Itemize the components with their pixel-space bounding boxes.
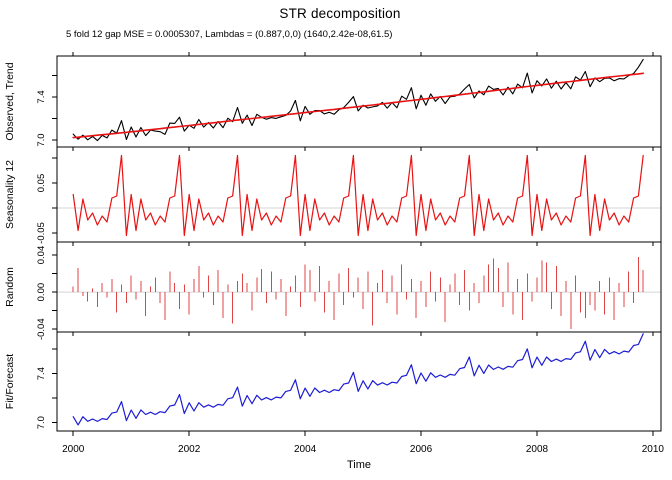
y-tick-label: -0.05 <box>36 222 47 244</box>
chart-subtitle: 5 fold 12 gap MSE = 0.0005307, Lambdas =… <box>66 29 393 40</box>
y-tick-label: 7.4 <box>36 367 47 380</box>
observed-series-line <box>72 58 644 142</box>
y-tick-label: -0.04 <box>36 318 47 340</box>
fit-series-line <box>72 333 644 426</box>
y-tick-label: 7.0 <box>36 416 47 429</box>
y-tick-label: 0.04 <box>36 246 47 265</box>
x-axis: 2000 2002 2004 2006 2008 2010 <box>62 431 664 455</box>
panel-fit_forecast: 7.0 7.4 Fit/Forecast <box>4 331 662 432</box>
panel-frame <box>56 331 662 432</box>
y-axis-title-random: Random <box>4 267 16 307</box>
x-tick-label: 2000 <box>62 444 85 455</box>
x-tick-label: 2010 <box>642 444 665 455</box>
seasonal-series-line <box>72 154 644 237</box>
x-tick-label: 2004 <box>294 444 317 455</box>
random-bars-series <box>72 256 644 330</box>
x-axis-title: Time <box>346 459 372 471</box>
panel-observed_trend: 7.0 7.4 Observed, Trend <box>4 52 662 148</box>
y-axis-title-fit_forecast: Fit/Forecast <box>4 354 16 410</box>
y-axis-title-seasonality: Seasonality 12 <box>4 160 16 229</box>
x-tick-label: 2002 <box>178 444 201 455</box>
y-tick-label: 7.0 <box>36 133 47 146</box>
panel-seasonality: -0.05 0.05 Seasonality 12 <box>4 146 662 244</box>
x-tick-label: 2008 <box>526 444 549 455</box>
trend-series-line <box>72 72 645 139</box>
y-axis-title-observed_trend: Observed, Trend <box>4 62 16 140</box>
y-tick-label: 7.4 <box>36 90 47 103</box>
y-tick-label: 0.00 <box>36 283 47 302</box>
chart-title: STR decomposition <box>279 6 401 21</box>
y-tick-label: 0.05 <box>36 174 47 193</box>
panel-random: -0.04 0.00 0.04 Random <box>4 241 662 340</box>
x-tick-label: 2006 <box>410 444 433 455</box>
